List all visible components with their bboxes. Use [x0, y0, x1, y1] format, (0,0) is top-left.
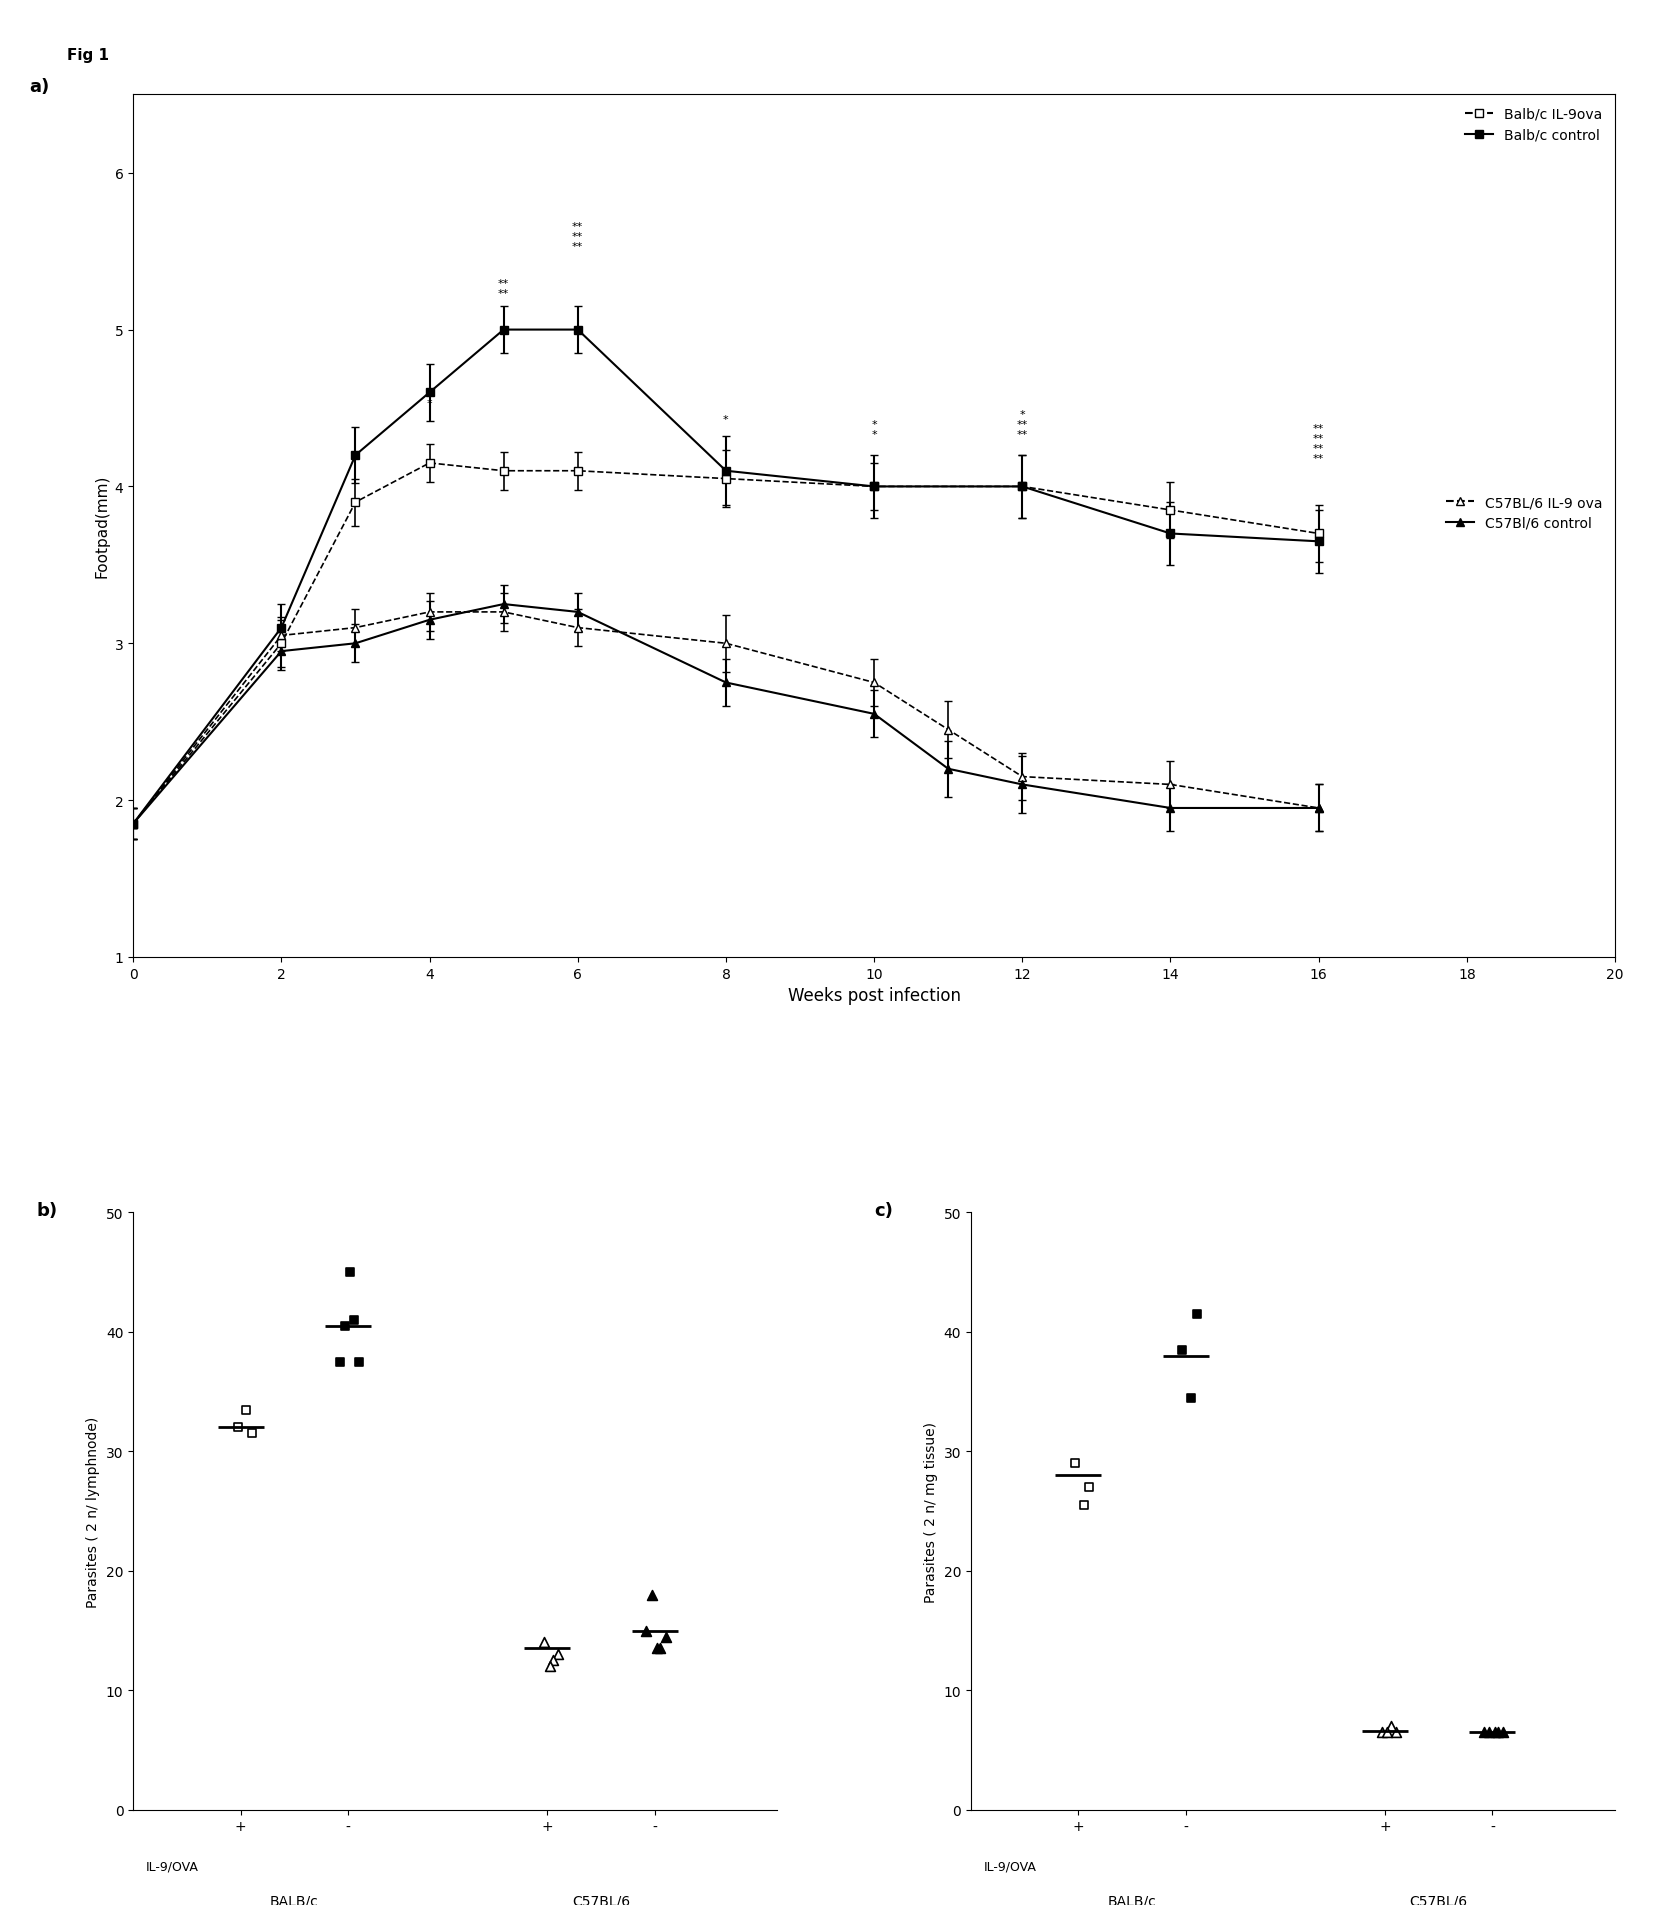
- Y-axis label: Parasites ( 2 n/ mg tissue): Parasites ( 2 n/ mg tissue): [924, 1421, 937, 1602]
- Text: *
*: * *: [870, 421, 877, 440]
- Point: [336, 1257, 363, 1288]
- Text: BALB/c: BALB/c: [270, 1894, 318, 1905]
- Y-axis label: Parasites ( 2 n/ lymphnode): Parasites ( 2 n/ lymphnode): [87, 1415, 100, 1606]
- Point: [1075, 1473, 1102, 1503]
- Point: [233, 1394, 260, 1425]
- Text: **
**: ** **: [498, 278, 509, 299]
- Point: [1070, 1490, 1097, 1520]
- Point: [652, 1621, 679, 1652]
- Point: [1474, 1716, 1501, 1747]
- Legend: C57BL/6 IL-9 ova, C57Bl/6 control: C57BL/6 IL-9 ova, C57Bl/6 control: [1439, 490, 1607, 535]
- Point: [632, 1615, 659, 1646]
- Point: [1168, 1335, 1195, 1366]
- Point: [331, 1311, 358, 1341]
- Point: [1489, 1716, 1516, 1747]
- Text: *
**
**: * ** **: [1017, 410, 1027, 440]
- Text: *: *: [426, 398, 433, 410]
- Point: [238, 1419, 265, 1450]
- Text: IL-9/OVA: IL-9/OVA: [146, 1859, 198, 1873]
- Text: C57BL/6: C57BL/6: [572, 1894, 629, 1905]
- Point: [539, 1646, 566, 1676]
- Point: [1368, 1716, 1394, 1747]
- Text: **
**
**: ** ** **: [572, 223, 582, 251]
- Point: [644, 1633, 671, 1663]
- Point: [647, 1633, 674, 1663]
- Text: BALB/c: BALB/c: [1107, 1894, 1155, 1905]
- Point: [1381, 1716, 1408, 1747]
- Text: a): a): [30, 78, 50, 95]
- Point: [1183, 1299, 1210, 1330]
- X-axis label: Weeks post infection: Weeks post infection: [787, 987, 960, 1004]
- Point: [536, 1652, 562, 1682]
- Point: [531, 1627, 557, 1657]
- Point: [346, 1347, 373, 1377]
- Point: [326, 1347, 353, 1377]
- Point: [637, 1579, 664, 1610]
- Text: C57BL/6: C57BL/6: [1409, 1894, 1468, 1905]
- Point: [1062, 1448, 1088, 1478]
- Point: [544, 1640, 571, 1671]
- Point: [1176, 1383, 1203, 1414]
- Text: c): c): [874, 1200, 892, 1219]
- Text: b): b): [37, 1200, 58, 1219]
- Point: [1376, 1711, 1403, 1741]
- Text: *: *: [722, 415, 729, 425]
- Text: **
**
**
**: ** ** ** **: [1313, 423, 1323, 463]
- Text: Fig 1: Fig 1: [67, 48, 108, 63]
- Point: [1481, 1716, 1508, 1747]
- Point: [1373, 1716, 1399, 1747]
- Point: [1484, 1716, 1511, 1747]
- Point: [339, 1305, 366, 1335]
- Point: [225, 1412, 251, 1442]
- Text: IL-9/OVA: IL-9/OVA: [983, 1859, 1037, 1873]
- Point: [1469, 1716, 1496, 1747]
- Y-axis label: Footpad(mm): Footpad(mm): [93, 474, 108, 577]
